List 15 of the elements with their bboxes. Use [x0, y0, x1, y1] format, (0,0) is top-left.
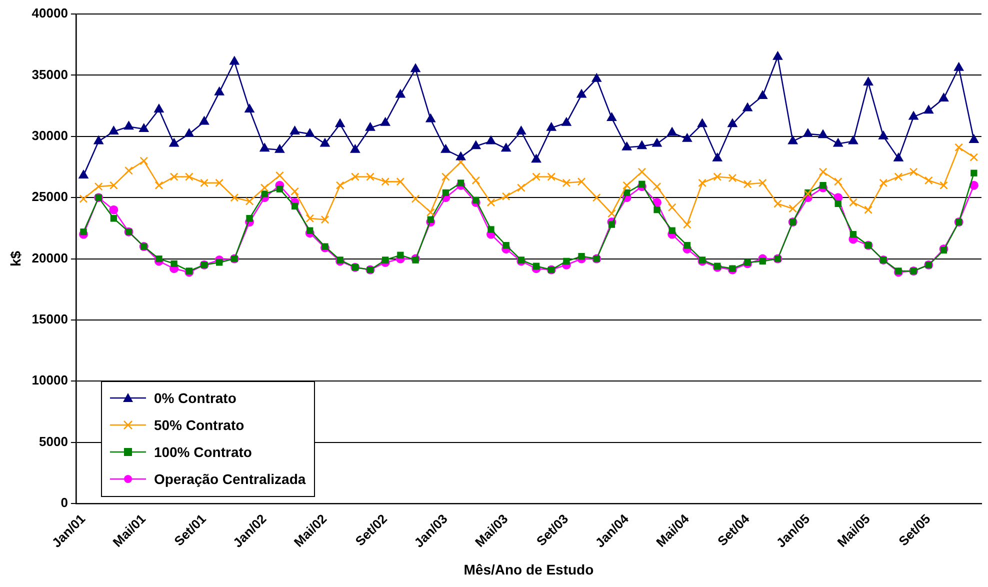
y-tick-label: 40000 [32, 6, 68, 21]
y-tick-label: 0 [60, 495, 68, 510]
y-tick-label: 10000 [32, 372, 68, 388]
y-axis-title: k$ [7, 250, 24, 267]
y-tick-label: 35000 [32, 66, 68, 82]
legend-label: Operação Centralizada [154, 471, 306, 488]
legend-label: 100% Contrato [154, 444, 252, 460]
y-tick-label: 15000 [32, 312, 68, 327]
y-tick-label: 30000 [32, 128, 68, 143]
legend-label: 50% Contrato [154, 417, 244, 434]
x-axis-title: Mês/Ano de Estudo [464, 561, 594, 578]
legend-label: 0% Contrato [154, 390, 236, 406]
y-tick-label: 20000 [32, 250, 68, 266]
y-tick-label: 25000 [32, 189, 68, 204]
y-tick-label: 5000 [39, 434, 68, 449]
